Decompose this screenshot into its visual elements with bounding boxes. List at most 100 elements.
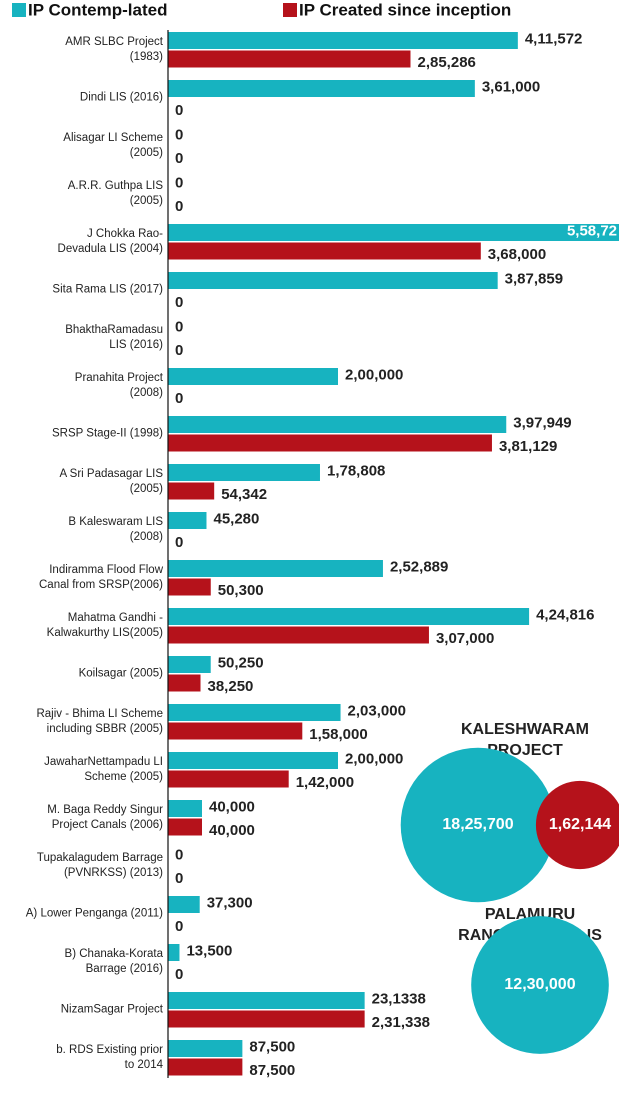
value-label: 0 bbox=[175, 198, 183, 215]
value-label: 54,342 bbox=[221, 486, 267, 503]
category-label: Project Canals (2006) bbox=[52, 819, 163, 831]
category-label: Alisagar LI Scheme bbox=[63, 132, 163, 144]
category-label: Canal from SRSP(2006) bbox=[39, 579, 163, 591]
category-label: Indiramma Flood Flow bbox=[49, 564, 163, 576]
value-label: 3,07,000 bbox=[436, 630, 494, 647]
category-label: b. RDS Existing prior bbox=[56, 1044, 163, 1056]
bar bbox=[168, 944, 180, 961]
category-label: SRSP Stage-II (1998) bbox=[52, 428, 163, 440]
bar bbox=[168, 560, 383, 577]
value-label: 0 bbox=[175, 390, 183, 407]
bar bbox=[168, 608, 530, 625]
bubble bbox=[400, 747, 556, 903]
value-label: 0 bbox=[175, 150, 183, 167]
category-label: AMR SLBC Project bbox=[65, 36, 164, 48]
legend-label: IP Contemp-lated bbox=[28, 0, 167, 19]
value-label: 2,31,338 bbox=[372, 1014, 430, 1031]
category-label: (PVNRKSS) (2013) bbox=[64, 867, 163, 879]
bar bbox=[168, 242, 481, 260]
value-label: 0 bbox=[175, 126, 183, 143]
value-label: 3,87,859 bbox=[505, 270, 563, 287]
bar bbox=[168, 512, 207, 529]
bubble-label: 18,25,700 bbox=[442, 816, 513, 833]
category-label: A.R.R. Guthpa LIS bbox=[68, 180, 164, 192]
category-label: Kalwakurthy LIS(2005) bbox=[47, 627, 164, 639]
category-label: Rajiv - Bhima LI Scheme bbox=[36, 708, 163, 720]
value-label: 2,03,000 bbox=[348, 702, 406, 719]
value-label: 37,300 bbox=[207, 894, 253, 911]
category-label: Tupakalagudem Barrage bbox=[37, 852, 163, 864]
bar bbox=[168, 482, 215, 500]
bar bbox=[168, 626, 429, 644]
bar bbox=[168, 578, 211, 596]
value-label: 87,500 bbox=[249, 1062, 295, 1079]
value-label: 23,1338 bbox=[372, 990, 426, 1007]
bar bbox=[168, 800, 202, 817]
category-label: B Kaleswaram LIS bbox=[68, 516, 163, 528]
bubble-title: KALESHWARAM bbox=[461, 721, 589, 738]
category-label: (2008) bbox=[130, 387, 163, 399]
category-label: M. Baga Reddy Singur bbox=[47, 804, 163, 816]
value-label: 0 bbox=[175, 846, 183, 863]
category-label: (2005) bbox=[130, 483, 163, 495]
value-label: 3,97,949 bbox=[513, 414, 571, 431]
category-label: (2008) bbox=[130, 531, 163, 543]
bar bbox=[168, 464, 320, 481]
bar bbox=[168, 80, 475, 97]
bar bbox=[168, 272, 498, 289]
value-label: 0 bbox=[175, 318, 183, 335]
bar bbox=[168, 770, 289, 788]
value-label: 1,78,808 bbox=[327, 462, 385, 479]
bubble bbox=[471, 916, 609, 1054]
category-label: JawaharNettampadu LI bbox=[44, 756, 163, 768]
category-label: Mahatma Gandhi - bbox=[68, 612, 163, 624]
category-label: LIS (2016) bbox=[109, 339, 163, 351]
bar bbox=[168, 368, 338, 385]
value-label: 0 bbox=[175, 870, 183, 887]
value-label: 3,61,000 bbox=[482, 78, 540, 95]
value-label: 40,000 bbox=[209, 822, 255, 839]
category-label: (2005) bbox=[130, 195, 163, 207]
category-label: (1983) bbox=[130, 51, 163, 63]
category-label: Devadula LIS (2004) bbox=[58, 243, 164, 255]
category-label: Scheme (2005) bbox=[84, 771, 163, 783]
bar bbox=[168, 896, 200, 913]
bar bbox=[168, 1010, 365, 1028]
bubble-label: 12,30,000 bbox=[504, 976, 575, 993]
bar bbox=[168, 656, 211, 673]
bubble-label: 1,62,144 bbox=[549, 816, 611, 833]
category-label: BhakthaRamadasu bbox=[65, 324, 163, 336]
category-label: to 2014 bbox=[125, 1059, 164, 1071]
legend-swatch bbox=[12, 3, 26, 17]
category-label: Barrage (2016) bbox=[86, 963, 164, 975]
legend-swatch bbox=[283, 3, 297, 17]
value-label: 40,000 bbox=[209, 798, 255, 815]
legend-label: IP Created since inception bbox=[299, 0, 511, 19]
bar bbox=[168, 224, 619, 241]
value-label: 2,85,286 bbox=[417, 54, 475, 71]
value-label: 0 bbox=[175, 102, 183, 119]
value-label: 5,58,72 bbox=[567, 222, 617, 239]
value-label: 2,00,000 bbox=[345, 366, 403, 383]
value-label: 1,42,000 bbox=[296, 774, 354, 791]
value-label: 3,81,129 bbox=[499, 438, 557, 455]
value-label: 38,250 bbox=[208, 678, 254, 695]
bar bbox=[168, 1058, 243, 1076]
category-label: A) Lower Penganga (2011) bbox=[26, 908, 163, 920]
category-label: Pranahita Project bbox=[75, 372, 164, 384]
value-label: 50,250 bbox=[218, 654, 264, 671]
value-label: 87,500 bbox=[249, 1038, 295, 1055]
category-label: Sita Rama LIS (2017) bbox=[52, 284, 163, 296]
bar bbox=[168, 674, 201, 692]
value-label: 0 bbox=[175, 918, 183, 935]
value-label: 0 bbox=[175, 174, 183, 191]
value-label: 45,280 bbox=[213, 510, 259, 527]
category-label: Dindi LIS (2016) bbox=[80, 92, 163, 104]
bar bbox=[168, 50, 411, 68]
category-label: NizamSagar Project bbox=[61, 1004, 164, 1016]
value-label: 0 bbox=[175, 966, 183, 983]
bar bbox=[168, 992, 365, 1009]
value-label: 0 bbox=[175, 294, 183, 311]
value-label: 50,300 bbox=[218, 582, 264, 599]
